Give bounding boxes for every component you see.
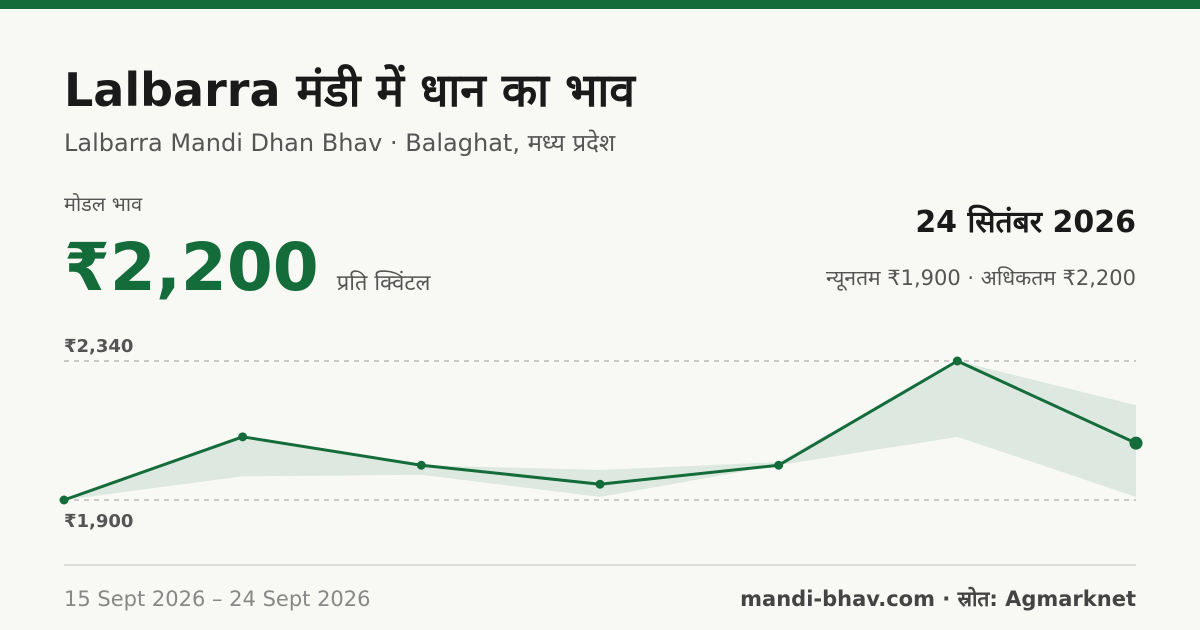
period: 15 Sept 2026 – 24 Sept 2026: [64, 587, 371, 611]
chart: ₹1,900 ₹2,340: [59, 336, 1143, 532]
point: [1129, 436, 1143, 450]
point: [595, 479, 605, 489]
range-band: [64, 361, 1136, 500]
top-bar: [0, 0, 1200, 9]
point: [416, 460, 426, 470]
price-range: न्यूनतम ₹1,900 · अधिकतम ₹2,200: [826, 266, 1136, 291]
source: mandi-bhav.com · स्रोत: Agmarknet: [740, 586, 1136, 611]
y-tick-label: ₹2,340: [64, 336, 133, 357]
point: [238, 432, 248, 442]
y-tick-label: ₹1,900: [64, 511, 133, 532]
point: [774, 460, 784, 470]
title: Lalbarra मंडी में धान का भाव: [64, 63, 636, 117]
date: 24 सितंबर 2026: [915, 204, 1136, 240]
modal-price: ₹2,200: [64, 229, 319, 306]
point: [59, 495, 69, 505]
point: [952, 356, 962, 366]
subtitle: Lalbarra Mandi Dhan Bhav · Balaghat, मध्…: [64, 129, 616, 157]
price-unit: प्रति क्विंटल: [337, 270, 432, 296]
price-label: मोडल भाव: [64, 192, 143, 216]
